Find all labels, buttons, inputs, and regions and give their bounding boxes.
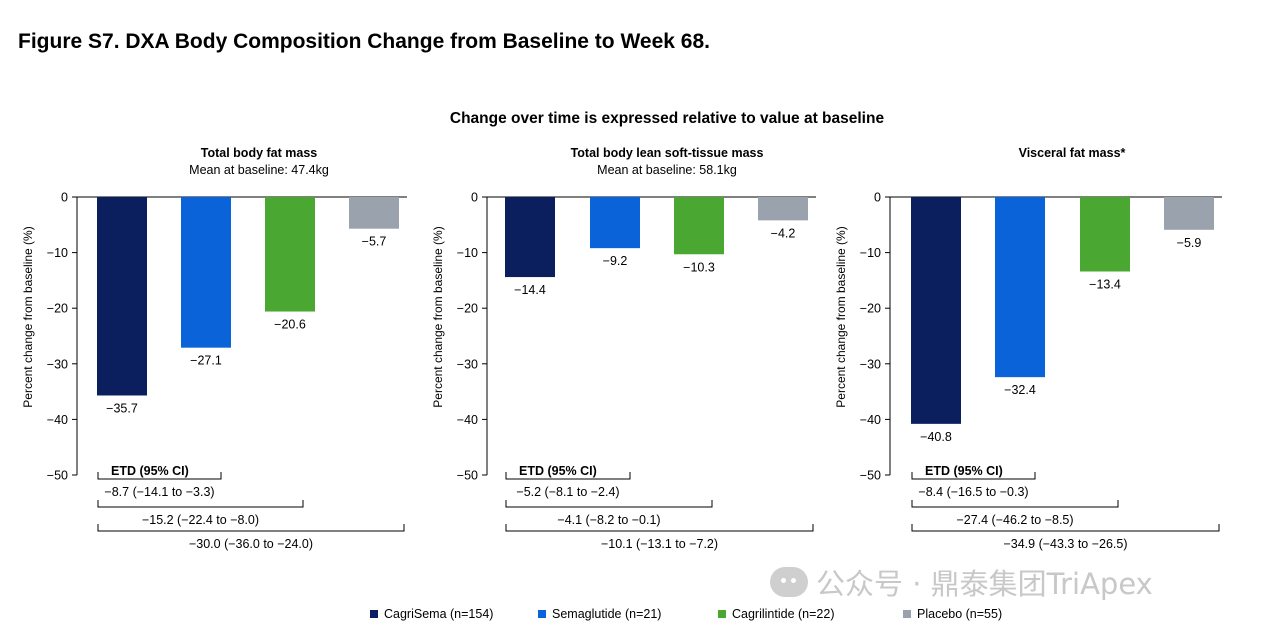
y-tick-label: −30 [860,357,881,371]
y-tick-label: 0 [874,191,881,205]
legend-swatch [370,610,378,618]
figure-title: Figure S7. DXA Body Composition Change f… [18,30,710,53]
legend-swatch [718,610,726,618]
etd-bracket [911,524,1220,532]
etd-bracket [505,500,713,508]
etd-value: −8.4 (−16.5 to −0.3) [918,485,1028,499]
legend-label: CagriSema (n=154) [384,607,494,621]
bar-value-label: −14.4 [514,283,546,297]
bar-cagrilintide [1080,197,1130,272]
etd-value: −15.2 (−22.4 to −8.0) [142,513,259,527]
bar-semaglutide [590,197,640,249]
y-axis-label: Percent change from baseline (%) [834,226,848,407]
bar-cagrisema [911,197,961,424]
y-tick-label: −40 [457,413,478,427]
etd-title: ETD (95% CI) [519,464,597,478]
etd-value: −5.2 (−8.1 to −2.4) [516,485,619,499]
etd-bracket [97,500,304,508]
y-axis-label: Percent change from baseline (%) [431,226,445,407]
y-tick-label: −30 [457,357,478,371]
bar-value-label: −40.8 [920,430,952,444]
etd-bracket [97,472,222,480]
y-axis-label: Percent change from baseline (%) [21,226,35,407]
y-tick-label: −10 [47,246,68,260]
bar-value-label: −13.4 [1089,278,1121,292]
panel-title: Total body lean soft-tissue mass [571,146,764,160]
y-tick-label: −50 [457,469,478,483]
etd-value: −4.1 (−8.2 to −0.1) [557,513,660,527]
panel-title: Total body fat mass [201,146,318,160]
etd-bracket [505,472,631,480]
panel-title: Visceral fat mass* [1019,146,1126,160]
legend-item-placebo: Placebo (n=55) [903,607,1002,621]
bar-value-label: −32.4 [1004,383,1036,397]
legend-swatch [538,610,546,618]
etd-value: −10.1 (−13.1 to −7.2) [601,537,718,551]
wechat-icon [770,567,808,597]
watermark: 公众号 · 鼎泰集团TriApex [770,561,1153,603]
y-tick-label: −20 [457,302,478,316]
y-tick-label: −10 [457,246,478,260]
etd-value: −30.0 (−36.0 to −24.0) [189,537,313,551]
y-tick-label: −40 [47,413,68,427]
legend-label: Semaglutide (n=21) [552,607,662,621]
bar-semaglutide [995,197,1045,378]
etd-value: −8.7 (−14.1 to −3.3) [104,485,214,499]
bar-value-label: −4.2 [771,226,796,240]
etd-title: ETD (95% CI) [111,464,189,478]
y-tick-label: 0 [61,191,68,205]
etd-value: −34.9 (−43.3 to −26.5) [1003,537,1127,551]
bar-value-label: −10.3 [683,260,715,274]
watermark-text: 公众号 · 鼎泰集团TriApex [816,567,1153,601]
bar-value-label: −20.6 [274,318,306,332]
bar-placebo [349,197,399,229]
bar-cagrisema [505,197,555,278]
legend-swatch [903,610,911,618]
legend-label: Placebo (n=55) [917,607,1003,621]
y-tick-label: −40 [860,413,881,427]
figure-subtitle: Change over time is expressed relative t… [449,110,885,127]
bar-value-label: −9.2 [603,254,628,268]
charts-canvas: Total body fat mass Mean at baseline: 47.… [21,146,1222,551]
legend-item-cagrisema: CagriSema (n=154) [370,607,493,621]
etd-bracket [911,472,1036,480]
bar-placebo [1164,197,1214,230]
y-tick-label: −20 [860,302,881,316]
y-tick-label: −30 [47,357,68,371]
legend: CagriSema (n=154) Semaglutide (n=21) Cag… [0,607,1279,625]
bar-semaglutide [181,197,231,348]
legend-label: Cagrilintide (n=22) [732,607,835,621]
legend-item-semaglutide: Semaglutide (n=21) [538,607,661,621]
y-tick-label: −50 [47,469,68,483]
bar-value-label: −5.9 [1177,236,1202,250]
bar-value-label: −35.7 [106,401,138,415]
bar-cagrilintide [265,197,315,312]
bar-cagrisema [97,197,147,396]
y-tick-label: −10 [860,246,881,260]
etd-value: −27.4 (−46.2 to −8.5) [956,513,1073,527]
etd-bracket [911,500,1119,508]
panel-subtitle: Mean at baseline: 58.1kg [597,163,737,177]
etd-bracket [97,524,405,532]
bar-value-label: −27.1 [190,354,222,368]
bar-placebo [758,197,808,221]
y-tick-label: 0 [471,191,478,205]
y-tick-label: −20 [47,302,68,316]
bar-cagrilintide [674,197,724,255]
etd-title: ETD (95% CI) [925,464,1003,478]
y-tick-label: −50 [860,469,881,483]
panel-subtitle: Mean at baseline: 47.4kg [189,163,329,177]
etd-bracket [505,524,814,532]
legend-item-cagrilintide: Cagrilintide (n=22) [718,607,834,621]
bar-value-label: −5.7 [362,235,387,249]
